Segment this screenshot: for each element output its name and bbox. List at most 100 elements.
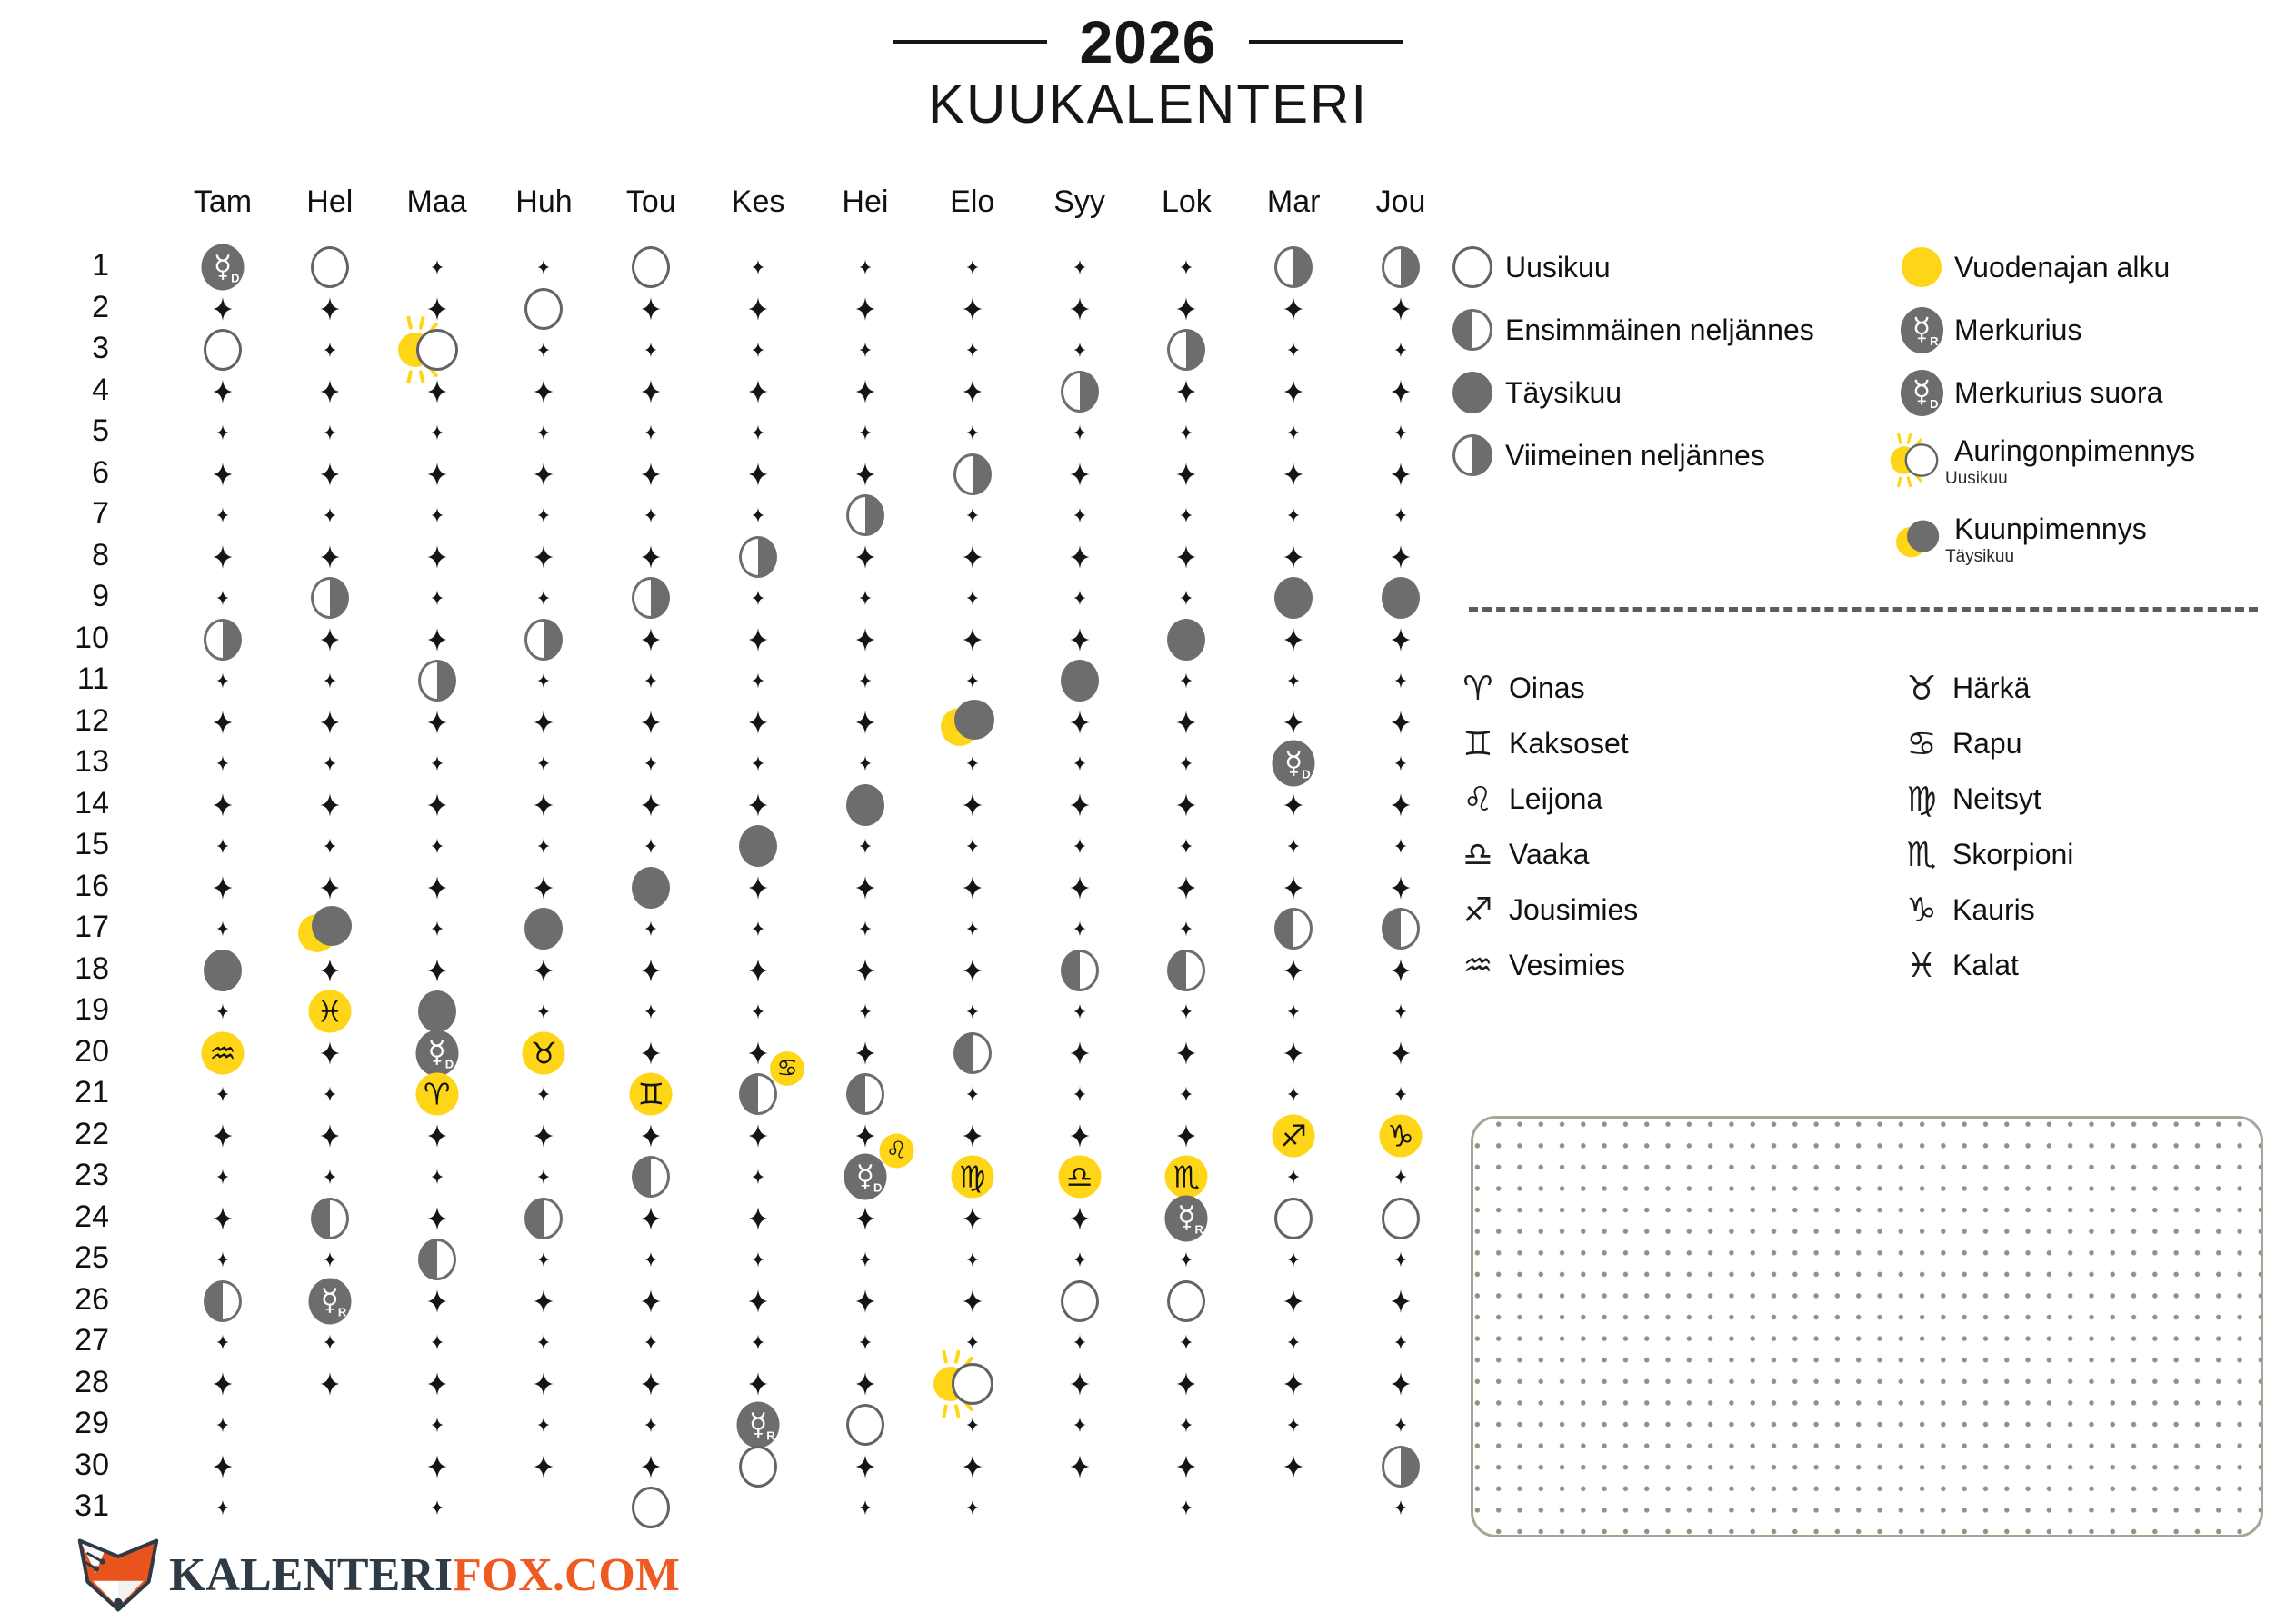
sparkle-star-icon (1283, 296, 1303, 321)
day-mar-29 (1287, 1417, 1300, 1433)
sparkle-star-icon (966, 1086, 979, 1102)
sparkle-star-icon (1070, 296, 1090, 321)
day-jou-25 (1394, 1251, 1407, 1268)
sparkle-star-icon (320, 544, 340, 569)
day-huh-2 (524, 287, 564, 330)
month-header-elo: Elo (950, 184, 995, 219)
day-hel-7 (324, 507, 336, 523)
day-mar-11 (1287, 672, 1300, 689)
day-tam-27 (216, 1334, 229, 1350)
sparkle-star-icon (855, 1289, 875, 1313)
sparkle-star-icon (1394, 1003, 1407, 1020)
sparkle-star-icon (427, 462, 447, 486)
day-hei-25 (859, 1251, 872, 1268)
day-tam-23 (216, 1169, 229, 1185)
mercury-R-icon: ☿ R (1164, 1195, 1208, 1241)
day-tou-30 (641, 1454, 661, 1478)
zodiac-glyph-icon: ♎ (1462, 834, 1493, 874)
sparkle-star-icon (1176, 296, 1196, 321)
legend-item-lunar_eclipse: Kuunpimennys Täysikuu (1896, 512, 2147, 566)
sparkle-star-icon (427, 1454, 447, 1478)
zodiac-glyph-icon: ♏ (1906, 834, 1937, 874)
day-elo-20 (953, 1031, 992, 1074)
moon-new-icon (310, 246, 349, 288)
sparkle-star-icon (859, 1251, 872, 1268)
day-jou-15 (1394, 838, 1407, 854)
sparkle-star-icon (752, 342, 764, 358)
day-tou-4 (641, 379, 661, 403)
sparkle-star-icon (324, 838, 336, 854)
day-lok-3 (1167, 329, 1206, 371)
day-tou-20 (641, 1040, 661, 1065)
sparkle-star-icon (1180, 507, 1193, 523)
day-mar-26 (1283, 1289, 1303, 1313)
day-syy-23: ♎ (1058, 1155, 1102, 1199)
sparkle-star-icon (431, 1499, 444, 1516)
day-jou-19 (1394, 1003, 1407, 1020)
zodiac-leijona-icon: ♌ (879, 1133, 914, 1169)
day-hel-17 (275, 885, 384, 972)
sparkle-star-icon (855, 1040, 875, 1065)
sparkle-star-icon (1394, 1086, 1407, 1102)
day-lok-29 (1180, 1417, 1193, 1433)
moon-fq-icon (204, 1279, 242, 1322)
row-number-17: 17 (75, 910, 109, 944)
sparkle-star-icon (1073, 920, 1086, 937)
day-tou-24 (641, 1206, 661, 1230)
zodiac-glyph-icon: ♓ (1906, 945, 1937, 985)
day-mar-18 (1283, 958, 1303, 982)
mercury-D-icon: ☿ D (844, 1153, 887, 1200)
day-lok-18 (1167, 949, 1206, 991)
zodiac-label: Rapu (1952, 726, 2022, 760)
day-tou-11 (644, 672, 657, 689)
day-lok-24: ☿ R (1164, 1195, 1208, 1241)
day-hei-31 (859, 1499, 872, 1516)
day-mar-9 (1274, 577, 1313, 619)
day-tam-17 (216, 920, 229, 937)
sparkle-star-icon (213, 792, 233, 817)
legend-label: Auringonpimennys (1954, 434, 2196, 467)
month-header-tam: Tam (193, 184, 253, 219)
sparkle-star-icon (1070, 1040, 1090, 1065)
day-hel-9 (310, 577, 349, 619)
day-maa-17 (431, 920, 444, 937)
zodiac-skorpioni-icon: ♏ (1164, 1155, 1208, 1199)
day-jou-5 (1394, 424, 1407, 441)
day-lok-19 (1180, 1003, 1193, 1020)
sparkle-star-icon (431, 259, 444, 275)
sparkle-star-icon (537, 1251, 550, 1268)
sparkle-star-icon (644, 838, 657, 854)
sparkle-star-icon (1073, 424, 1086, 441)
sparkle-star-icon (1287, 1003, 1300, 1020)
sparkle-star-icon (748, 1371, 768, 1396)
sparkle-star-icon (213, 1123, 233, 1148)
sparkle-star-icon (748, 379, 768, 403)
day-elo-10 (963, 627, 983, 652)
sparkle-star-icon (537, 590, 550, 606)
sparkle-star-icon (1176, 792, 1196, 817)
sparkle-star-icon (966, 1251, 979, 1268)
day-mar-14 (1283, 792, 1303, 817)
zodiac-label: Kaksoset (1509, 726, 1629, 760)
sparkle-star-icon (966, 672, 979, 689)
day-kes-26 (748, 1289, 768, 1313)
legend-label: Merkurius (1954, 313, 2082, 346)
sparkle-star-icon (320, 1371, 340, 1396)
day-elo-2 (963, 296, 983, 321)
row-number-16: 16 (75, 868, 109, 903)
day-tam-20: ♒ (201, 1031, 245, 1074)
month-header-hel: Hel (306, 184, 354, 219)
moon-new-icon (1274, 1197, 1313, 1239)
sparkle-star-icon (963, 875, 983, 900)
day-hei-9 (859, 590, 872, 606)
site-logo: KALENTERIFOX.COM (75, 1536, 680, 1614)
sparkle-star-icon (534, 958, 554, 982)
day-huh-25 (537, 1251, 550, 1268)
moon-lq-icon (1382, 246, 1421, 288)
day-jou-26 (1391, 1289, 1411, 1313)
sparkle-star-icon (427, 875, 447, 900)
day-jou-29 (1394, 1417, 1407, 1433)
sparkle-star-icon (534, 1454, 554, 1478)
sparkle-star-icon (213, 875, 233, 900)
moon-lq-icon (204, 618, 242, 661)
